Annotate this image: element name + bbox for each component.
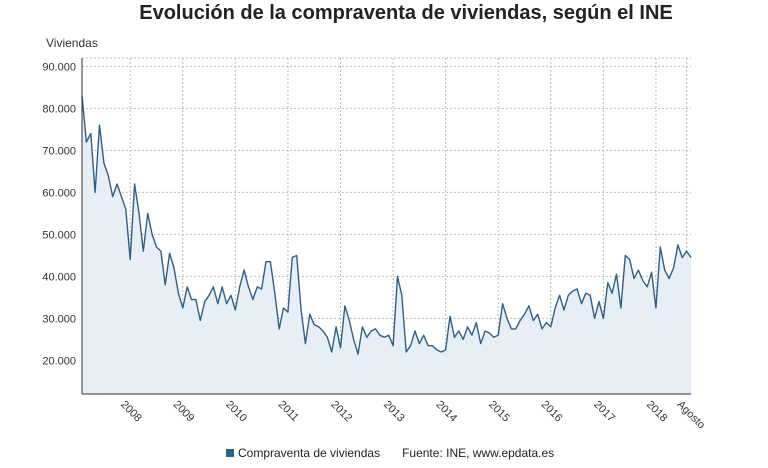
y-tick-label: 40.000 [42,271,76,283]
x-tick-label: 2018 [644,399,670,425]
y-tick-label: 80.000 [42,103,76,115]
y-tick-labels: 20.000 30.000 40.000 50.000 60.000 70.000 80.0… [42,61,76,367]
x-tick-label: 2015 [486,399,512,425]
grid-lines [82,57,691,394]
x-tick-label: 2010 [223,399,249,425]
y-axis-label: Viviendas [46,36,98,50]
chart-title: Evolución de la compraventa de viviendas… [139,2,673,24]
x-tick-label: 2016 [539,399,565,425]
legend: Compraventa de viviendas Fuente: INE, ww… [226,446,554,460]
series-line [81,95,692,355]
y-tick-label: 30.000 [42,313,76,325]
x-tick-label: 2011 [276,399,301,424]
y-tick-label: 20.000 [42,355,76,367]
y-tick-label: 70.000 [42,145,76,157]
legend-swatch [226,449,234,457]
y-tick-label: 50.000 [42,229,76,241]
x-tick-label: 2017 [591,399,617,425]
x-tick-label: 2013 [381,399,407,425]
x-tick-label: 2008 [118,399,144,425]
source-note: Fuente: INE, www.epdata.es [402,446,555,460]
x-tick-label: 2009 [171,399,197,425]
x-tick-label: 2012 [328,399,354,425]
legend-series-label: Compraventa de viviendas [238,446,381,460]
x-tick-label: 2014 [434,399,460,425]
y-tick-label: 60.000 [42,187,76,199]
y-tick-label: 90.000 [42,61,76,73]
x-tick-label: Agosto [674,399,707,432]
x-tick-labels: 2008 2009 2010 2011 2012 2013 2014 2015 2016 2017… [118,399,707,432]
